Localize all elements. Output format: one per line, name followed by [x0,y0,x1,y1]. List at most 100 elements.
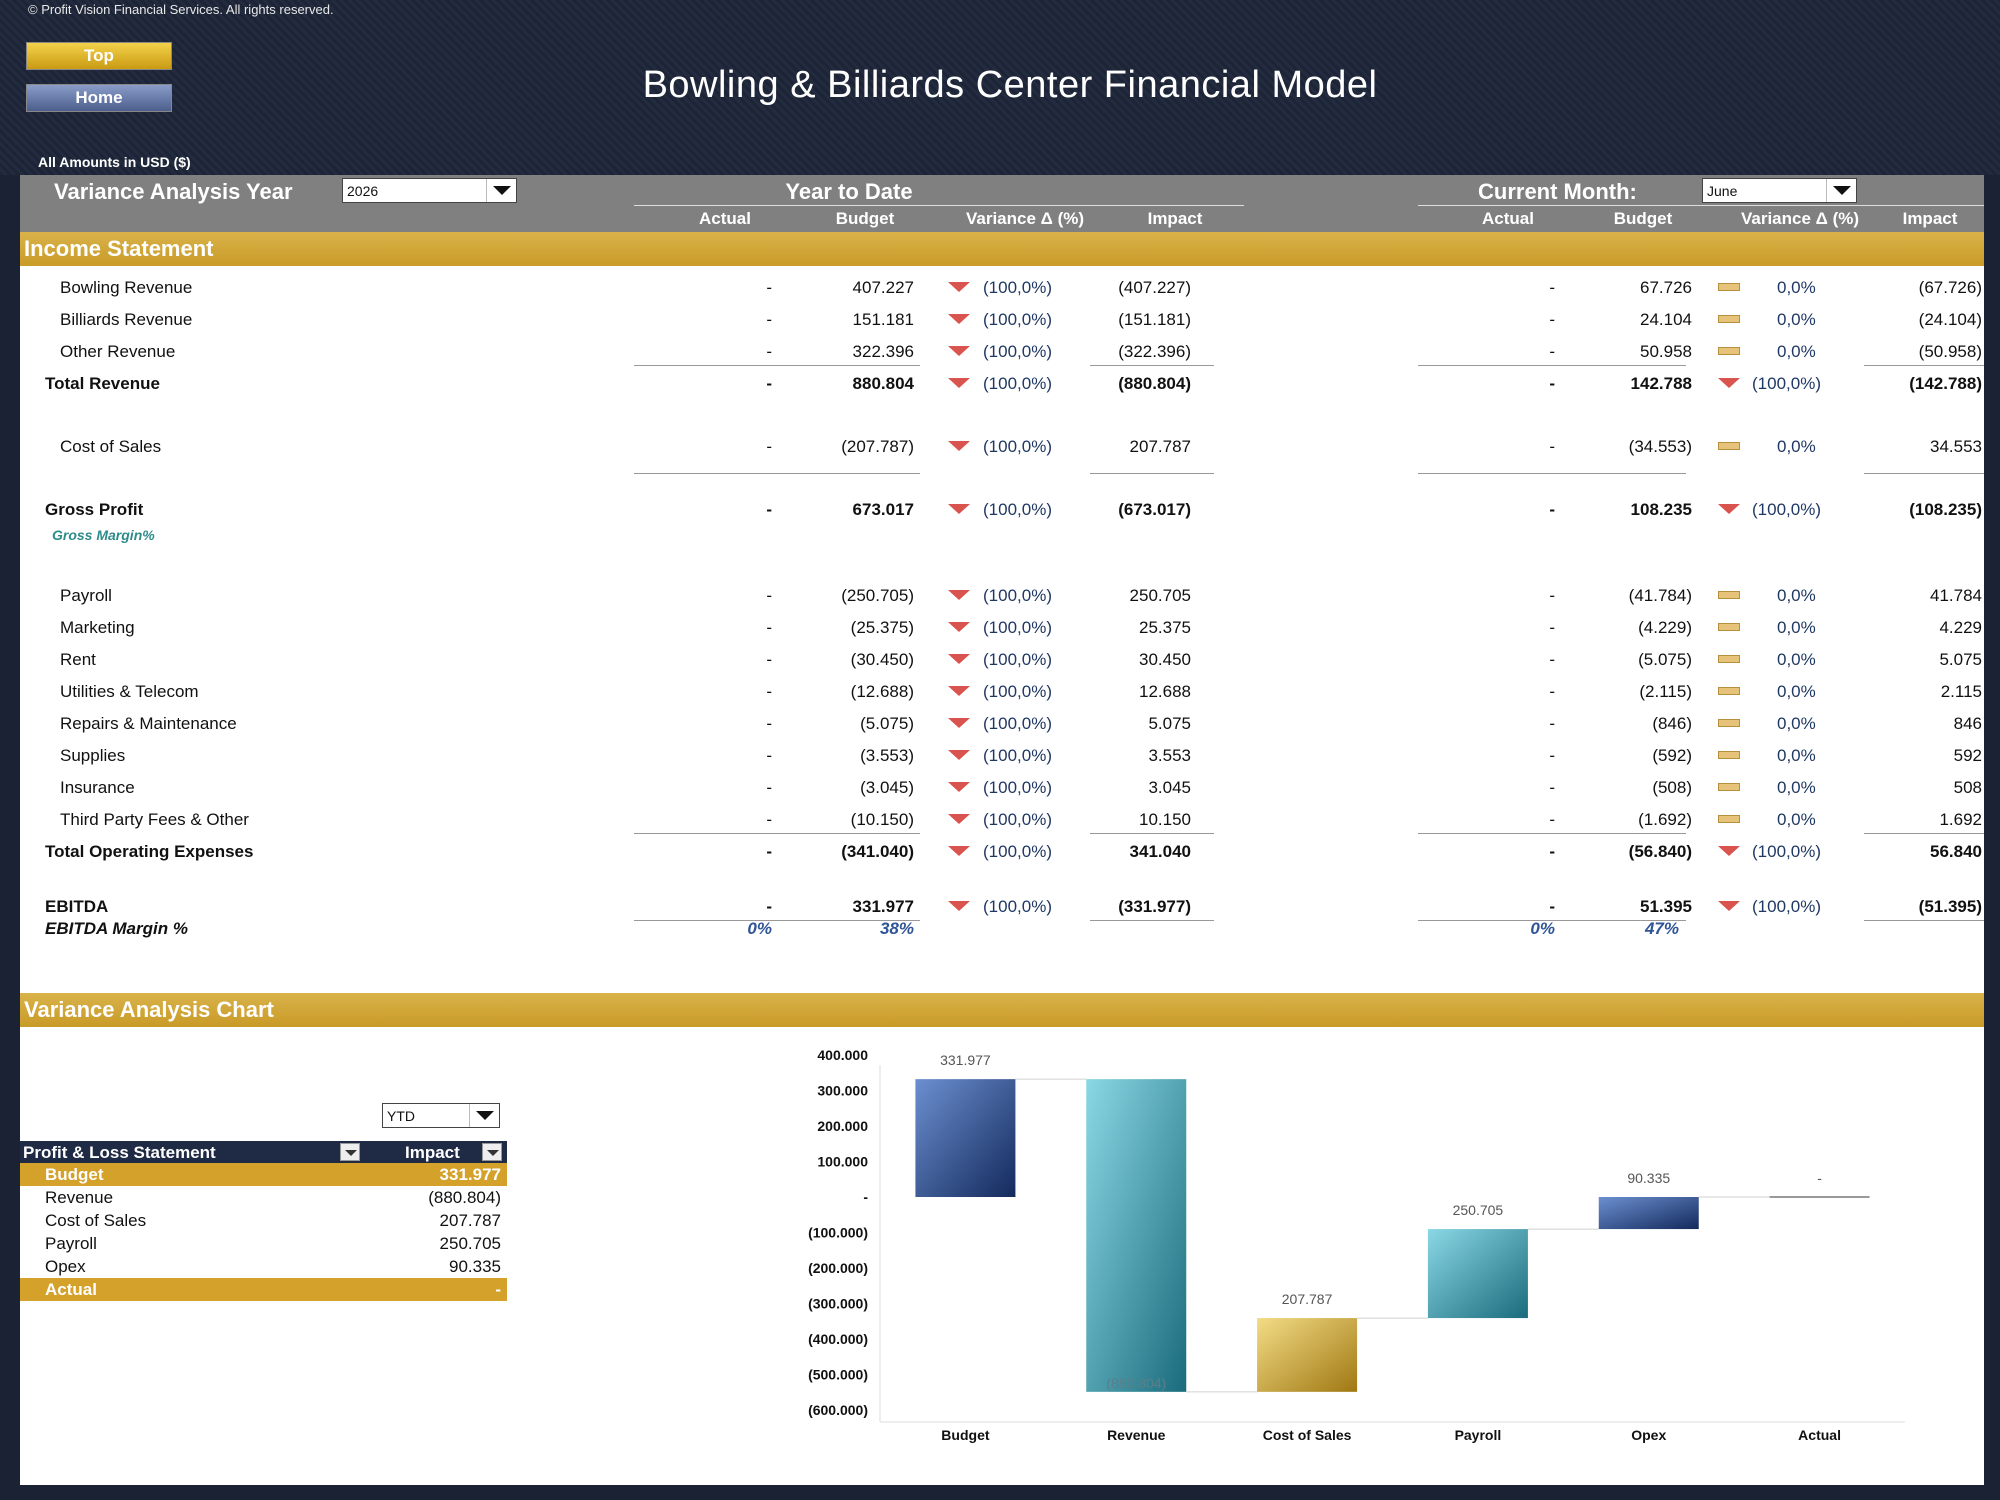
arrow-down-icon [948,750,970,760]
home-button[interactable]: Home [26,84,172,112]
month-select-value: June [1707,182,1738,199]
table-row: Bowling Revenue - 407.227 (407.227) (100,0%)… [20,274,1984,304]
cm-variance-cell: 0,0% [1777,437,1816,456]
list-item: Payroll 250.705 [20,1232,507,1255]
total-underline [1864,833,1984,834]
cm-variance-cell: 0,0% [1777,342,1816,361]
currency-note: All Amounts in USD ($) [38,154,191,170]
period-select[interactable]: YTD [382,1103,500,1128]
cm-actual-cell: - [1549,374,1555,393]
y-tick-label: 300.000 [817,1083,868,1099]
cm-impact-cell: 846 [1953,714,1982,733]
filter-dropdown-icon[interactable] [340,1143,360,1161]
cm-actual-cell: - [1549,278,1555,297]
table-row: Rent - (30.450) 30.450 (100,0%) - (5.075) 5.075… [20,646,1984,676]
flat-bar-icon [1718,687,1740,695]
row-label: Total Revenue [45,374,160,393]
cm-variance-cell: 0,0% [1777,746,1816,765]
cm-actual-cell: - [1549,650,1555,669]
x-tick-label: Opex [1631,1427,1666,1443]
chevron-down-icon[interactable] [1826,179,1856,202]
cm-variance-cell: 0,0% [1777,714,1816,733]
ytd-impact-cell: 250.705 [1129,586,1191,605]
total-underline [634,833,920,834]
top-button[interactable]: Top [26,42,172,70]
arrow-down-icon [948,901,970,911]
ytd-variance-cell: (100,0%) [983,342,1052,361]
total-underline [634,365,920,366]
ytd-variance-cell: (100,0%) [983,682,1052,701]
list-item: Budget 331.977 [20,1163,507,1186]
total-underline [1864,473,1984,474]
ytd-actual-cell: - [766,437,772,456]
data-label: 250.705 [1453,1202,1504,1218]
cm-actual-cell: - [1549,746,1555,765]
period-select-value: YTD [387,1107,415,1124]
arrow-down-icon [948,378,970,388]
flat-bar-icon [1718,591,1740,599]
x-tick-label: Revenue [1107,1427,1166,1443]
table-row: Other Revenue - 322.396 (322.396) (100,0%) - 5… [20,338,1984,368]
y-tick-label: (200.000) [808,1260,868,1276]
ytd-impact-cell: 207.787 [1129,437,1191,456]
col-ytd-impact: Impact [1147,209,1203,228]
pl-row-value: 90.335 [449,1257,501,1276]
cm-budget-cell: 67.726 [1640,278,1692,297]
pl-row-value: 250.705 [439,1234,501,1253]
y-tick-label: (300.000) [808,1296,868,1312]
table-row: Marketing - (25.375) 25.375 (100,0%) - (4.229)… [20,614,1984,644]
ytd-budget-cell: 322.396 [852,342,914,361]
pl-row-value: (880.804) [428,1188,501,1207]
arrow-down-icon [1718,901,1740,911]
row-label: Insurance [60,778,135,797]
ytd-actual-cell: - [766,278,772,297]
year-select[interactable]: 2026 [342,178,517,203]
ebitda-margin-label: EBITDA Margin % [45,919,188,938]
ytd-actual-cell: - [766,342,772,361]
cm-actual-cell: - [1549,342,1555,361]
ytd-actual-cell: - [766,842,772,861]
pl-impact-table: Profit & Loss Statement Impact Budget 331… [20,1141,507,1301]
chevron-down-icon[interactable] [469,1104,499,1127]
cm-variance-cell: 0,0% [1777,310,1816,329]
arrow-down-icon [948,504,970,514]
cm-impact-cell: 56.840 [1930,842,1982,861]
current-month-label: Current Month: [1478,179,1637,204]
row-label: Billiards Revenue [60,310,193,329]
income-statement-header: Income Statement [20,232,1984,266]
ytd-budget-cell: (30.450) [850,650,914,669]
cm-impact-cell: (50.958) [1918,342,1982,361]
ytd-impact-cell: (151.181) [1118,310,1191,329]
row-label: Payroll [60,586,112,605]
cm-actual-cell: - [1549,310,1555,329]
y-tick-label: (400.000) [808,1331,868,1347]
cm-actual-cell: - [1549,682,1555,701]
x-tick-label: Payroll [1455,1427,1502,1443]
filter-dropdown-icon[interactable] [482,1143,502,1161]
chevron-down-icon[interactable] [486,179,516,202]
ytd-variance-cell: (100,0%) [983,746,1052,765]
col-ytd-actual: Actual [699,209,751,228]
cm-variance-cell: (100,0%) [1752,897,1821,916]
x-tick-label: Actual [1798,1427,1841,1443]
month-select[interactable]: June [1702,178,1857,203]
ytd-budget-cell: (3.045) [860,778,914,797]
ytd-variance-cell: (100,0%) [983,310,1052,329]
ytd-budget-cell: 331.977 [852,897,914,916]
ytd-impact-cell: 341.040 [1129,842,1191,861]
y-tick-label: - [863,1189,868,1205]
cm-budget-cell: 50.958 [1640,342,1692,361]
flat-bar-icon [1718,315,1740,323]
table-row: Payroll - (250.705) 250.705 (100,0%) - (41.784… [20,582,1984,612]
bar-payroll [1427,1229,1528,1319]
row-label: Other Revenue [60,342,176,361]
cm-variance-cell: (100,0%) [1752,374,1821,393]
cm-variance-cell: (100,0%) [1752,500,1821,519]
row-label: Third Party Fees & Other [60,810,249,829]
cm-variance-cell: 0,0% [1777,278,1816,297]
ytd-actual-cell: - [766,897,772,916]
ytd-impact-cell: 10.150 [1139,810,1191,829]
col-cm-budget: Budget [1613,209,1673,228]
ytd-impact-cell: 5.075 [1148,714,1191,733]
col-cm-impact: Impact [1902,209,1958,228]
